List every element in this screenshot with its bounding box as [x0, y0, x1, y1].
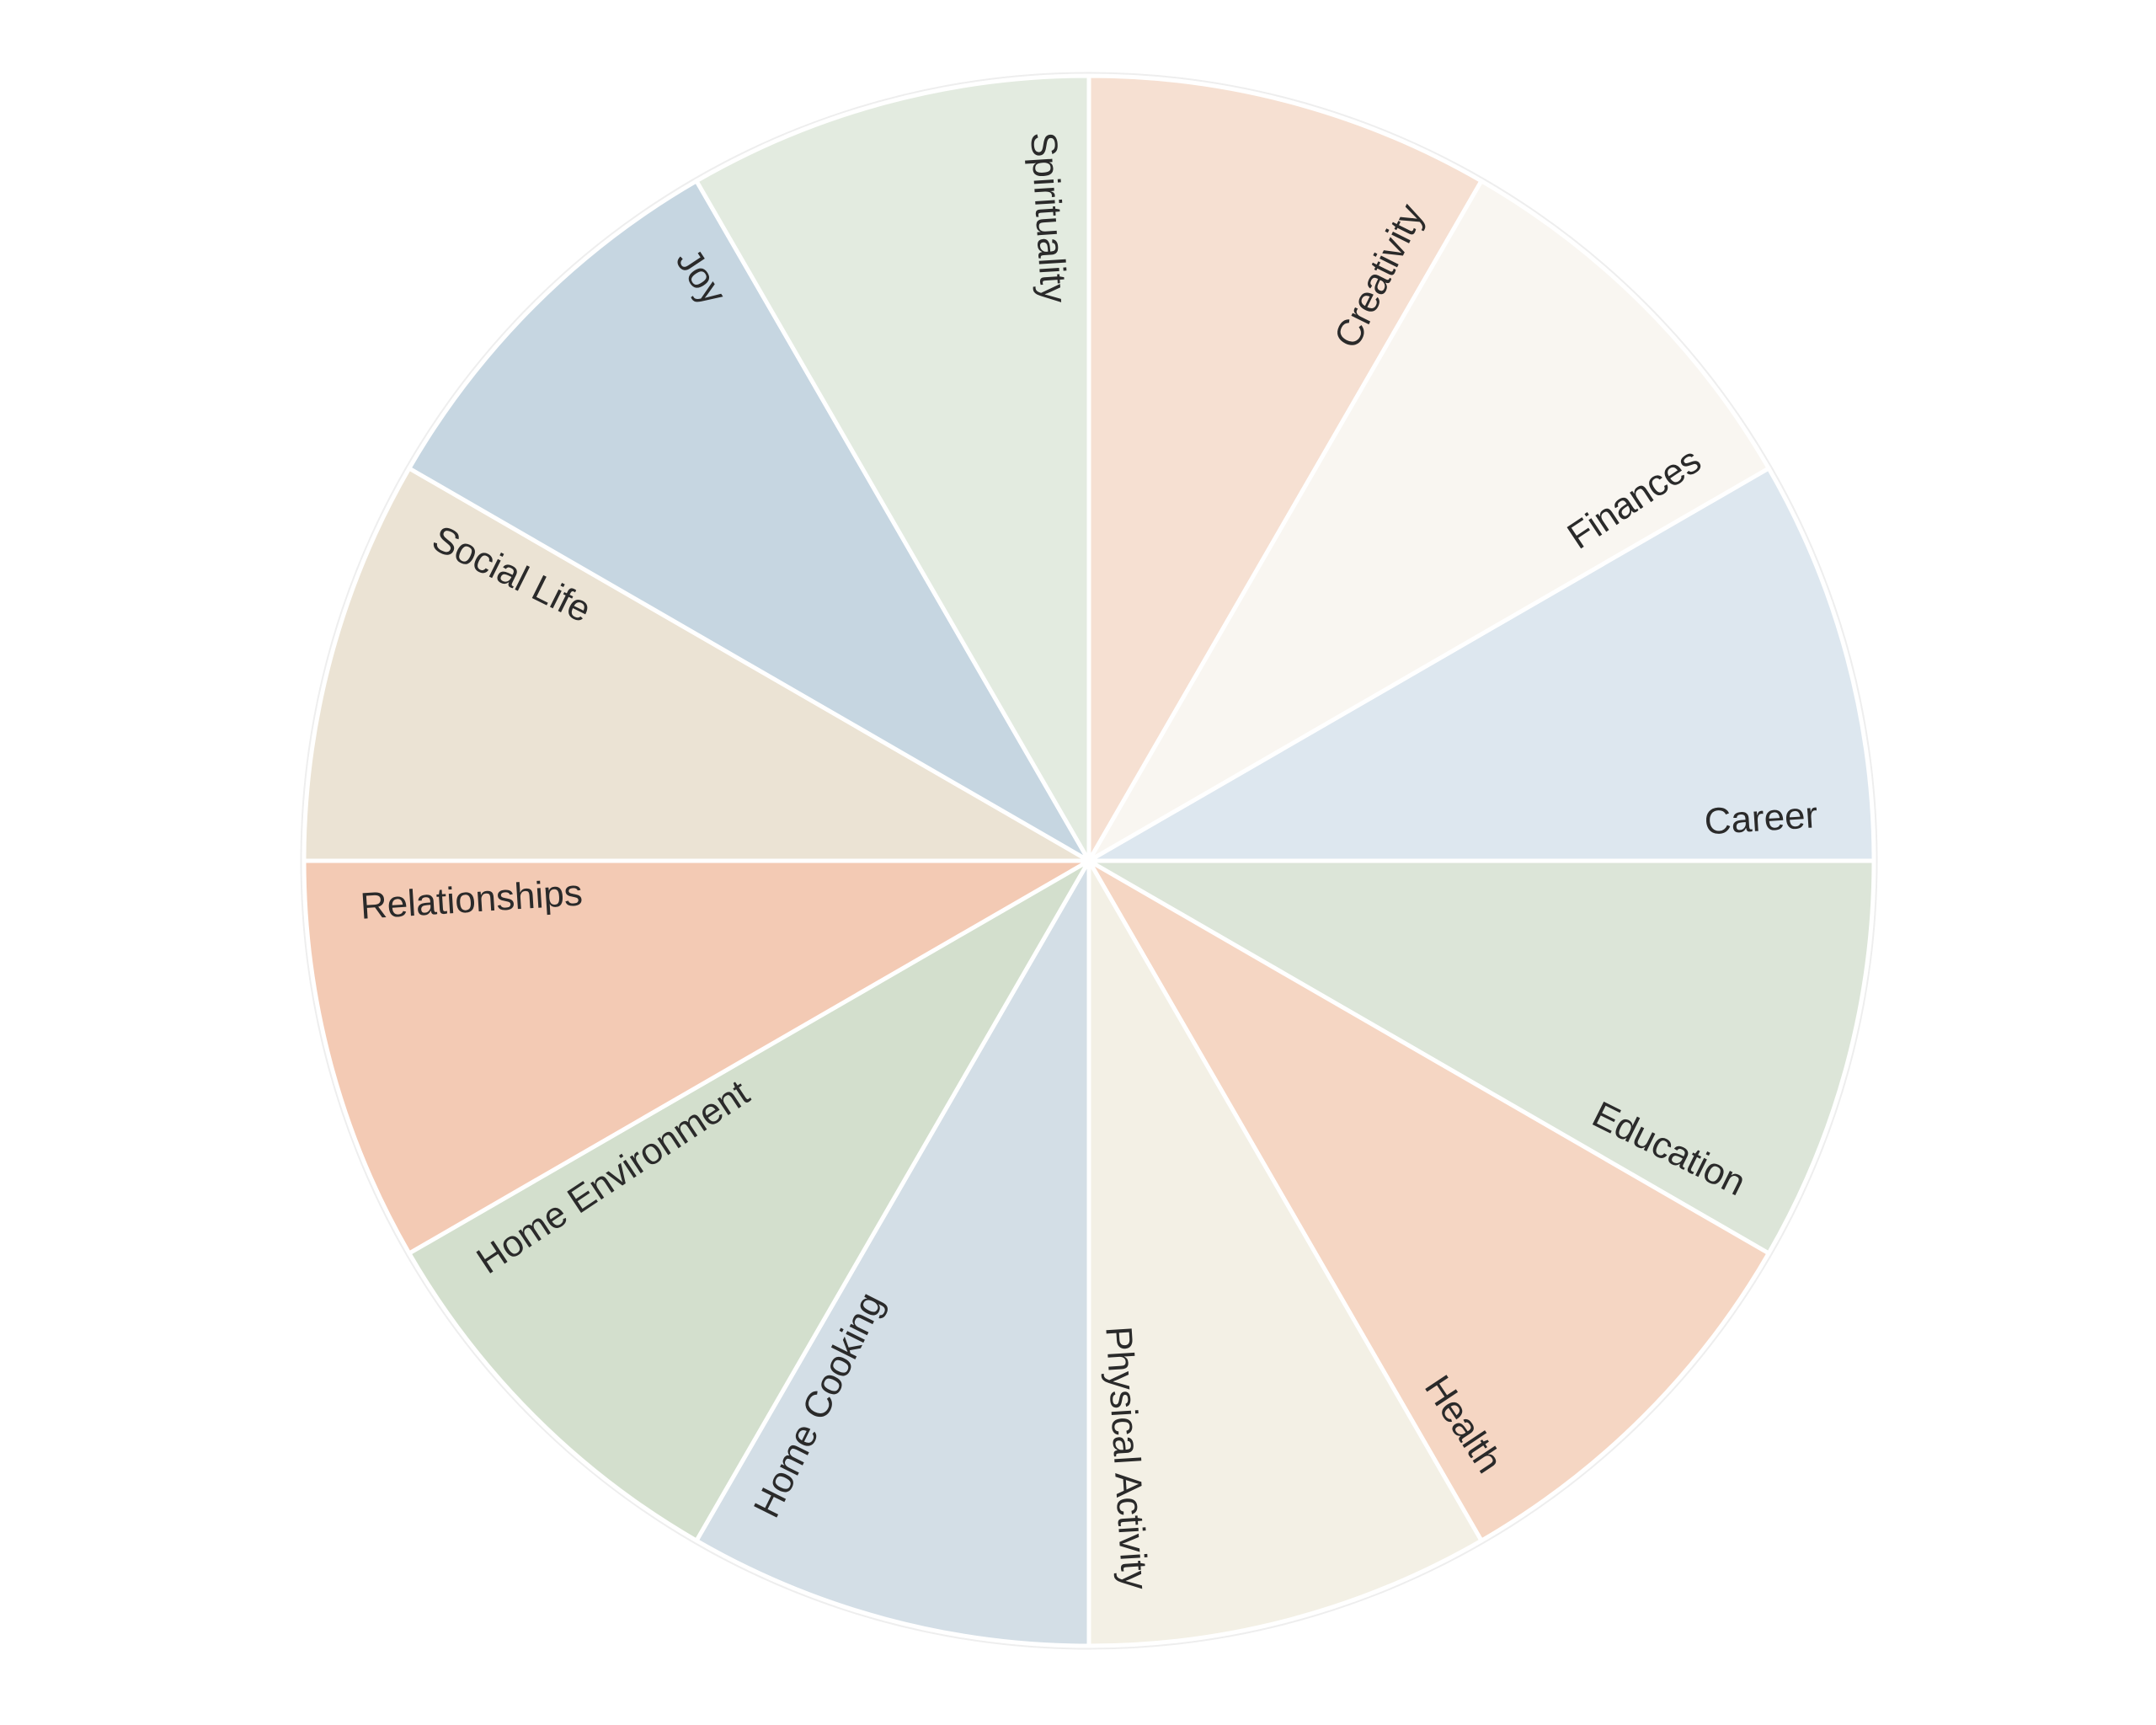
wedge-career [1086, 466, 1876, 863]
label-career: Career [1703, 794, 1818, 842]
wedge-creativity [1086, 73, 1484, 863]
wedge-home-environment [407, 858, 1091, 1543]
wedge-social-life [302, 466, 1091, 863]
wheel-outline [300, 72, 1878, 1650]
wedge-relationships [302, 858, 1091, 1256]
wedge-home-cooking [694, 858, 1091, 1648]
wedge-finances [1086, 179, 1771, 863]
wedge-education [1086, 858, 1876, 1256]
wedge-joy [407, 179, 1091, 863]
wedge-health [1086, 858, 1771, 1543]
wedge-physical-activity [1086, 858, 1484, 1648]
wedge-spirituality [694, 73, 1091, 863]
